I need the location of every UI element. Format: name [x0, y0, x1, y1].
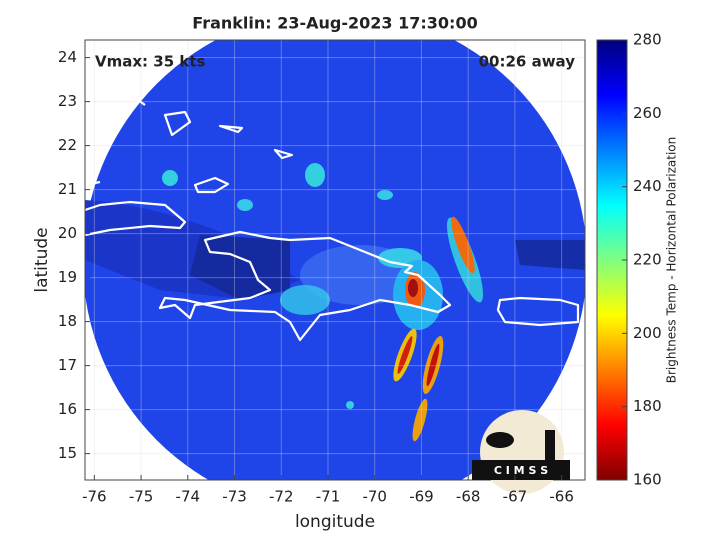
x-tick-label: -69	[409, 488, 434, 506]
colorbar-tick-label: 240	[633, 177, 662, 195]
coastline	[218, 124, 244, 134]
coastline	[85, 200, 187, 237]
x-tick-label: -76	[82, 488, 107, 506]
convection	[451, 216, 475, 274]
colorbar-tick-label: 200	[633, 324, 662, 342]
colorbar-tick-label: 220	[633, 251, 662, 269]
coastline	[193, 176, 230, 194]
y-tick-label: 21	[58, 180, 77, 198]
x-tick-label: -72	[269, 488, 294, 506]
colorbar-label: Brightness Temp - Horizontal Polarizatio…	[665, 137, 679, 384]
coastline	[496, 296, 580, 327]
colorbar-tick-label: 160	[633, 471, 662, 489]
x-axis-label: longitude	[295, 512, 375, 532]
cloud	[305, 163, 325, 187]
swath	[85, 40, 585, 480]
cloud	[377, 190, 393, 200]
convection	[408, 279, 418, 297]
y-tick-label: 19	[58, 268, 77, 286]
coastline	[107, 41, 146, 106]
convection	[426, 343, 440, 387]
x-tick-label: -67	[503, 488, 528, 506]
x-tick-label: -71	[316, 488, 341, 506]
coastline	[158, 230, 452, 342]
y-tick-label: 20	[58, 224, 77, 242]
cloud	[280, 285, 330, 315]
x-tick-label: -74	[176, 488, 201, 506]
colorbar-tick-label: 260	[633, 104, 662, 122]
logo: C I M S S	[472, 410, 570, 494]
x-tick-label: -66	[549, 488, 574, 506]
convection	[397, 336, 413, 374]
x-tick-label: -70	[362, 488, 387, 506]
x-tick-label: -73	[222, 488, 247, 506]
plot-frame	[84, 39, 586, 481]
cloud	[346, 401, 354, 409]
convection	[412, 398, 428, 442]
y-axis-label: latitude	[32, 227, 52, 292]
y-tick-label: 17	[58, 356, 77, 374]
logo-bar	[472, 460, 570, 480]
annotation: Vmax: 35 kts	[95, 53, 205, 71]
annotation: 00:26 away	[479, 53, 576, 71]
logo-text: C I M S S	[494, 464, 548, 477]
grid	[85, 40, 585, 480]
cloud	[162, 170, 178, 186]
y-tick-label: 24	[58, 48, 77, 66]
logo-tower	[545, 430, 555, 462]
y-tick-label: 18	[58, 312, 77, 330]
colorbar-tick-label: 280	[633, 31, 662, 49]
cloud	[237, 199, 253, 211]
chart-title: Franklin: 23-Aug-2023 17:30:00	[192, 14, 477, 33]
coastline	[163, 110, 192, 137]
coastline	[85, 180, 101, 187]
x-tick-label: -68	[456, 488, 481, 506]
y-tick-label: 15	[58, 444, 77, 462]
coastline	[273, 148, 294, 160]
y-tick-label: 23	[58, 92, 77, 110]
y-tick-label: 16	[58, 400, 77, 418]
x-tick-label: -75	[129, 488, 154, 506]
y-tick-label: 22	[58, 136, 77, 154]
land-area	[515, 240, 585, 270]
colorbar-tick-label: 180	[633, 397, 662, 415]
land-area	[190, 235, 290, 300]
logo-dish	[486, 432, 514, 448]
